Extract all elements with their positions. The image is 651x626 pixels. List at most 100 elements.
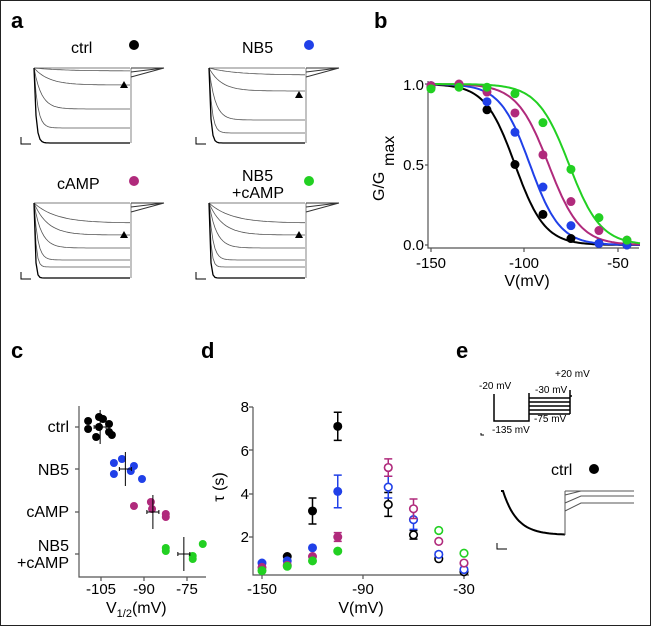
d-data-point-open-NB5	[383, 482, 393, 492]
e-label-top-step: -30 mV	[535, 385, 568, 396]
b-data-point-NB5+cAMP	[426, 84, 436, 94]
e-label-hyper: -135 mV	[492, 425, 530, 436]
c-mean-errorbar	[177, 537, 191, 571]
d-xtick-1: -90	[352, 581, 374, 598]
tail-currents	[305, 67, 340, 78]
b-ylabel-sub: max	[381, 136, 398, 166]
current-trace	[208, 67, 305, 134]
b-data-point-NB5	[510, 127, 520, 137]
c-xlabel-sub: 1/2	[117, 608, 132, 620]
condition-marker	[129, 40, 139, 50]
c-xtick-1: -90	[133, 581, 155, 598]
cond-label-ctrl: ctrl	[71, 40, 92, 57]
c-xlabel: V1/2(mV)	[106, 600, 167, 620]
e-label-hold: -20 mV	[479, 381, 512, 392]
b-data-point-NB5+cAMP	[538, 118, 548, 128]
b-data-point-NB5	[482, 97, 492, 107]
panel-label-e: e	[456, 338, 468, 363]
d-data-point-filled-ctrl	[333, 421, 343, 431]
b-ylabel: G/G max	[371, 136, 398, 201]
panel-label-a: a	[11, 8, 24, 33]
panel-e-protocol	[480, 390, 572, 436]
b-data-point-cAMP	[594, 226, 604, 236]
voltage-protocol-trace	[493, 390, 572, 422]
cond-label-nb5: NB5	[242, 40, 273, 57]
panel-e-current-trace	[496, 490, 634, 550]
current-trace	[33, 202, 130, 249]
d-xtick-2: -30	[453, 581, 475, 598]
c-xlabel-unit: (mV)	[132, 600, 167, 617]
c-data-point-cAMP	[146, 498, 155, 506]
panel-a-traces	[20, 40, 340, 280]
d-data-point-open-NB5+cAMP	[459, 548, 469, 558]
current-trace	[208, 202, 305, 224]
d-ytick-6: 6	[241, 443, 249, 460]
d-data-point-open-cAMP	[434, 536, 444, 546]
current-trace	[33, 67, 130, 110]
arrowhead-marker-icon	[120, 81, 128, 88]
b-data-point-NB5+cAMP	[454, 82, 464, 92]
b-ytick-0: 0.0	[403, 237, 424, 254]
e-current-trace	[501, 490, 566, 536]
c-data-point-ctrl	[84, 425, 93, 433]
current-trace	[208, 67, 305, 121]
d-data-point-open-cAMP	[459, 558, 469, 568]
b-data-point-cAMP	[566, 197, 576, 207]
b-fit-curve-NB5+cAMP	[431, 83, 641, 245]
current-trace	[208, 202, 305, 249]
b-data-point-NB5	[538, 182, 548, 192]
current-trace	[208, 202, 305, 236]
c-cat-camp: cAMP	[26, 504, 69, 521]
c-data-point-NB5+cAMP	[161, 547, 170, 555]
b-ylabel-main: G/G	[371, 172, 388, 201]
arrowhead-marker-icon	[120, 231, 128, 238]
c-data-point-cAMP	[148, 505, 157, 513]
cond-label-camp: cAMP	[57, 176, 100, 193]
current-trace	[208, 67, 305, 144]
b-fit-curve-cAMP	[431, 83, 641, 246]
c-data-point-cAMP	[161, 513, 170, 521]
cond-label-nb5-camp-2: +cAMP	[232, 185, 284, 202]
c-data-point-ctrl	[92, 433, 101, 441]
scale-bar	[20, 272, 31, 280]
scale-bar	[195, 272, 206, 280]
scale-bar	[195, 137, 206, 145]
b-xtick-0: -150	[416, 255, 446, 272]
current-trace	[33, 202, 130, 261]
d-ylabel: τ (s)	[211, 472, 228, 501]
panel-label-c: c	[11, 338, 23, 363]
c-cat-nb5: NB5	[38, 462, 69, 479]
c-data-point-NB5	[129, 462, 138, 470]
c-data-point-ctrl	[99, 415, 108, 423]
current-trace	[208, 202, 305, 268]
current-trace	[33, 67, 130, 129]
c-cat-nb5-camp-2: +cAMP	[17, 555, 69, 572]
e-protocol-scale-bar	[480, 433, 484, 436]
panel-c-chart	[75, 406, 207, 581]
d-data-point-open-NB5	[434, 549, 444, 559]
d-axes	[249, 406, 469, 579]
c-data-point-NB5	[137, 475, 146, 483]
b-xtick-1: -100	[509, 255, 539, 272]
d-ytick-2: 2	[241, 529, 249, 546]
b-data-point-cAMP	[510, 108, 520, 118]
c-mean-errorbar	[146, 495, 160, 529]
e-label-bottom-step: -75 mV	[534, 414, 567, 425]
c-cat-nb5-camp-1: NB5	[38, 538, 69, 555]
current-trace	[33, 202, 130, 224]
c-data-point-ctrl	[105, 420, 114, 428]
current-trace	[33, 202, 130, 279]
c-data-point-ctrl	[107, 431, 116, 439]
current-trace	[208, 67, 305, 76]
c-mean-errorbar	[93, 410, 107, 444]
e-tail-currents	[564, 490, 634, 535]
c-xlabel-main: V	[106, 600, 117, 617]
d-data-point-filled-NB5+cAMP	[333, 546, 343, 556]
scale-bar	[20, 137, 31, 145]
panel-b-chart	[425, 79, 641, 252]
b-ytick-1: 0.5	[403, 157, 424, 174]
c-data-point-NB5	[109, 459, 118, 467]
b-fit-curve-NB5	[431, 83, 640, 246]
d-data-point-open-cAMP	[383, 462, 393, 473]
